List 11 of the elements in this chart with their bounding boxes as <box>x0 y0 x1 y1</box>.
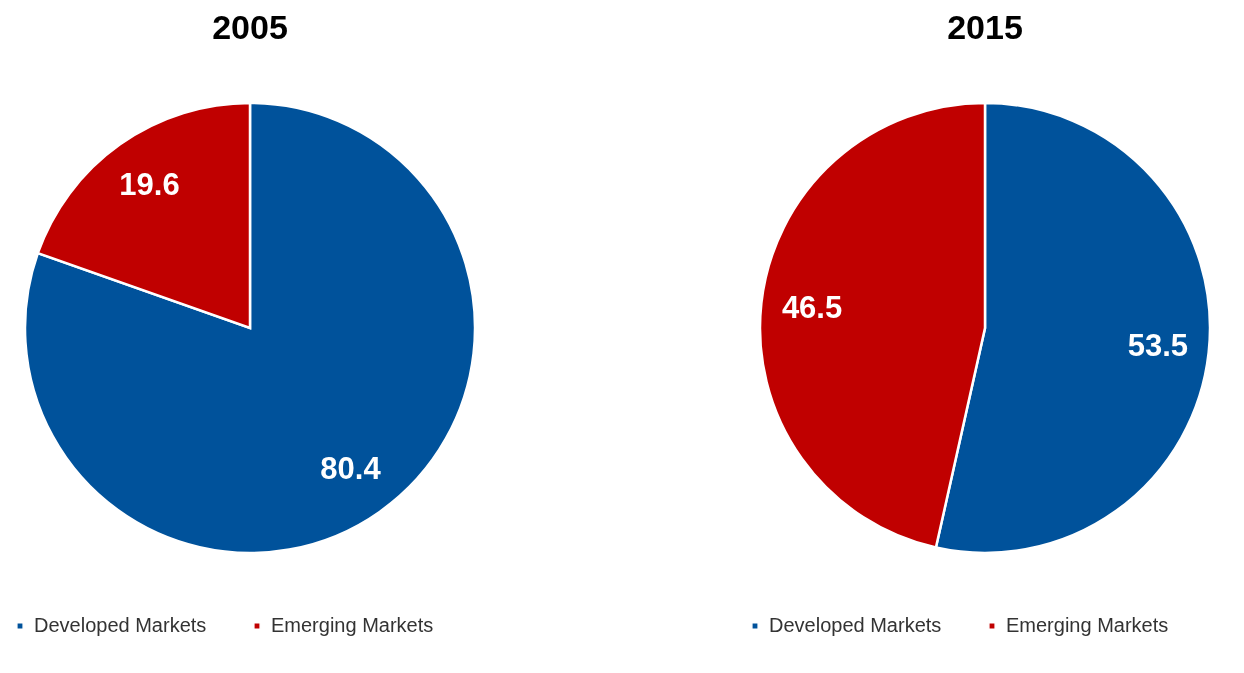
legend-label: Emerging Markets <box>1006 614 1169 636</box>
pie-slice <box>24 101 477 555</box>
chart-title: 2005 <box>212 8 288 46</box>
legend-label: Developed Markets <box>34 614 207 636</box>
data-label: 53.5 <box>1127 328 1189 364</box>
data-label: 19.6 <box>119 166 180 202</box>
legend-label: Developed Markets <box>769 614 942 636</box>
chart-title: 2015 <box>947 8 1023 46</box>
legend-label: Emerging Markets <box>271 614 434 636</box>
data-label: 46.5 <box>781 289 843 325</box>
data-label: 80.4 <box>320 451 382 487</box>
